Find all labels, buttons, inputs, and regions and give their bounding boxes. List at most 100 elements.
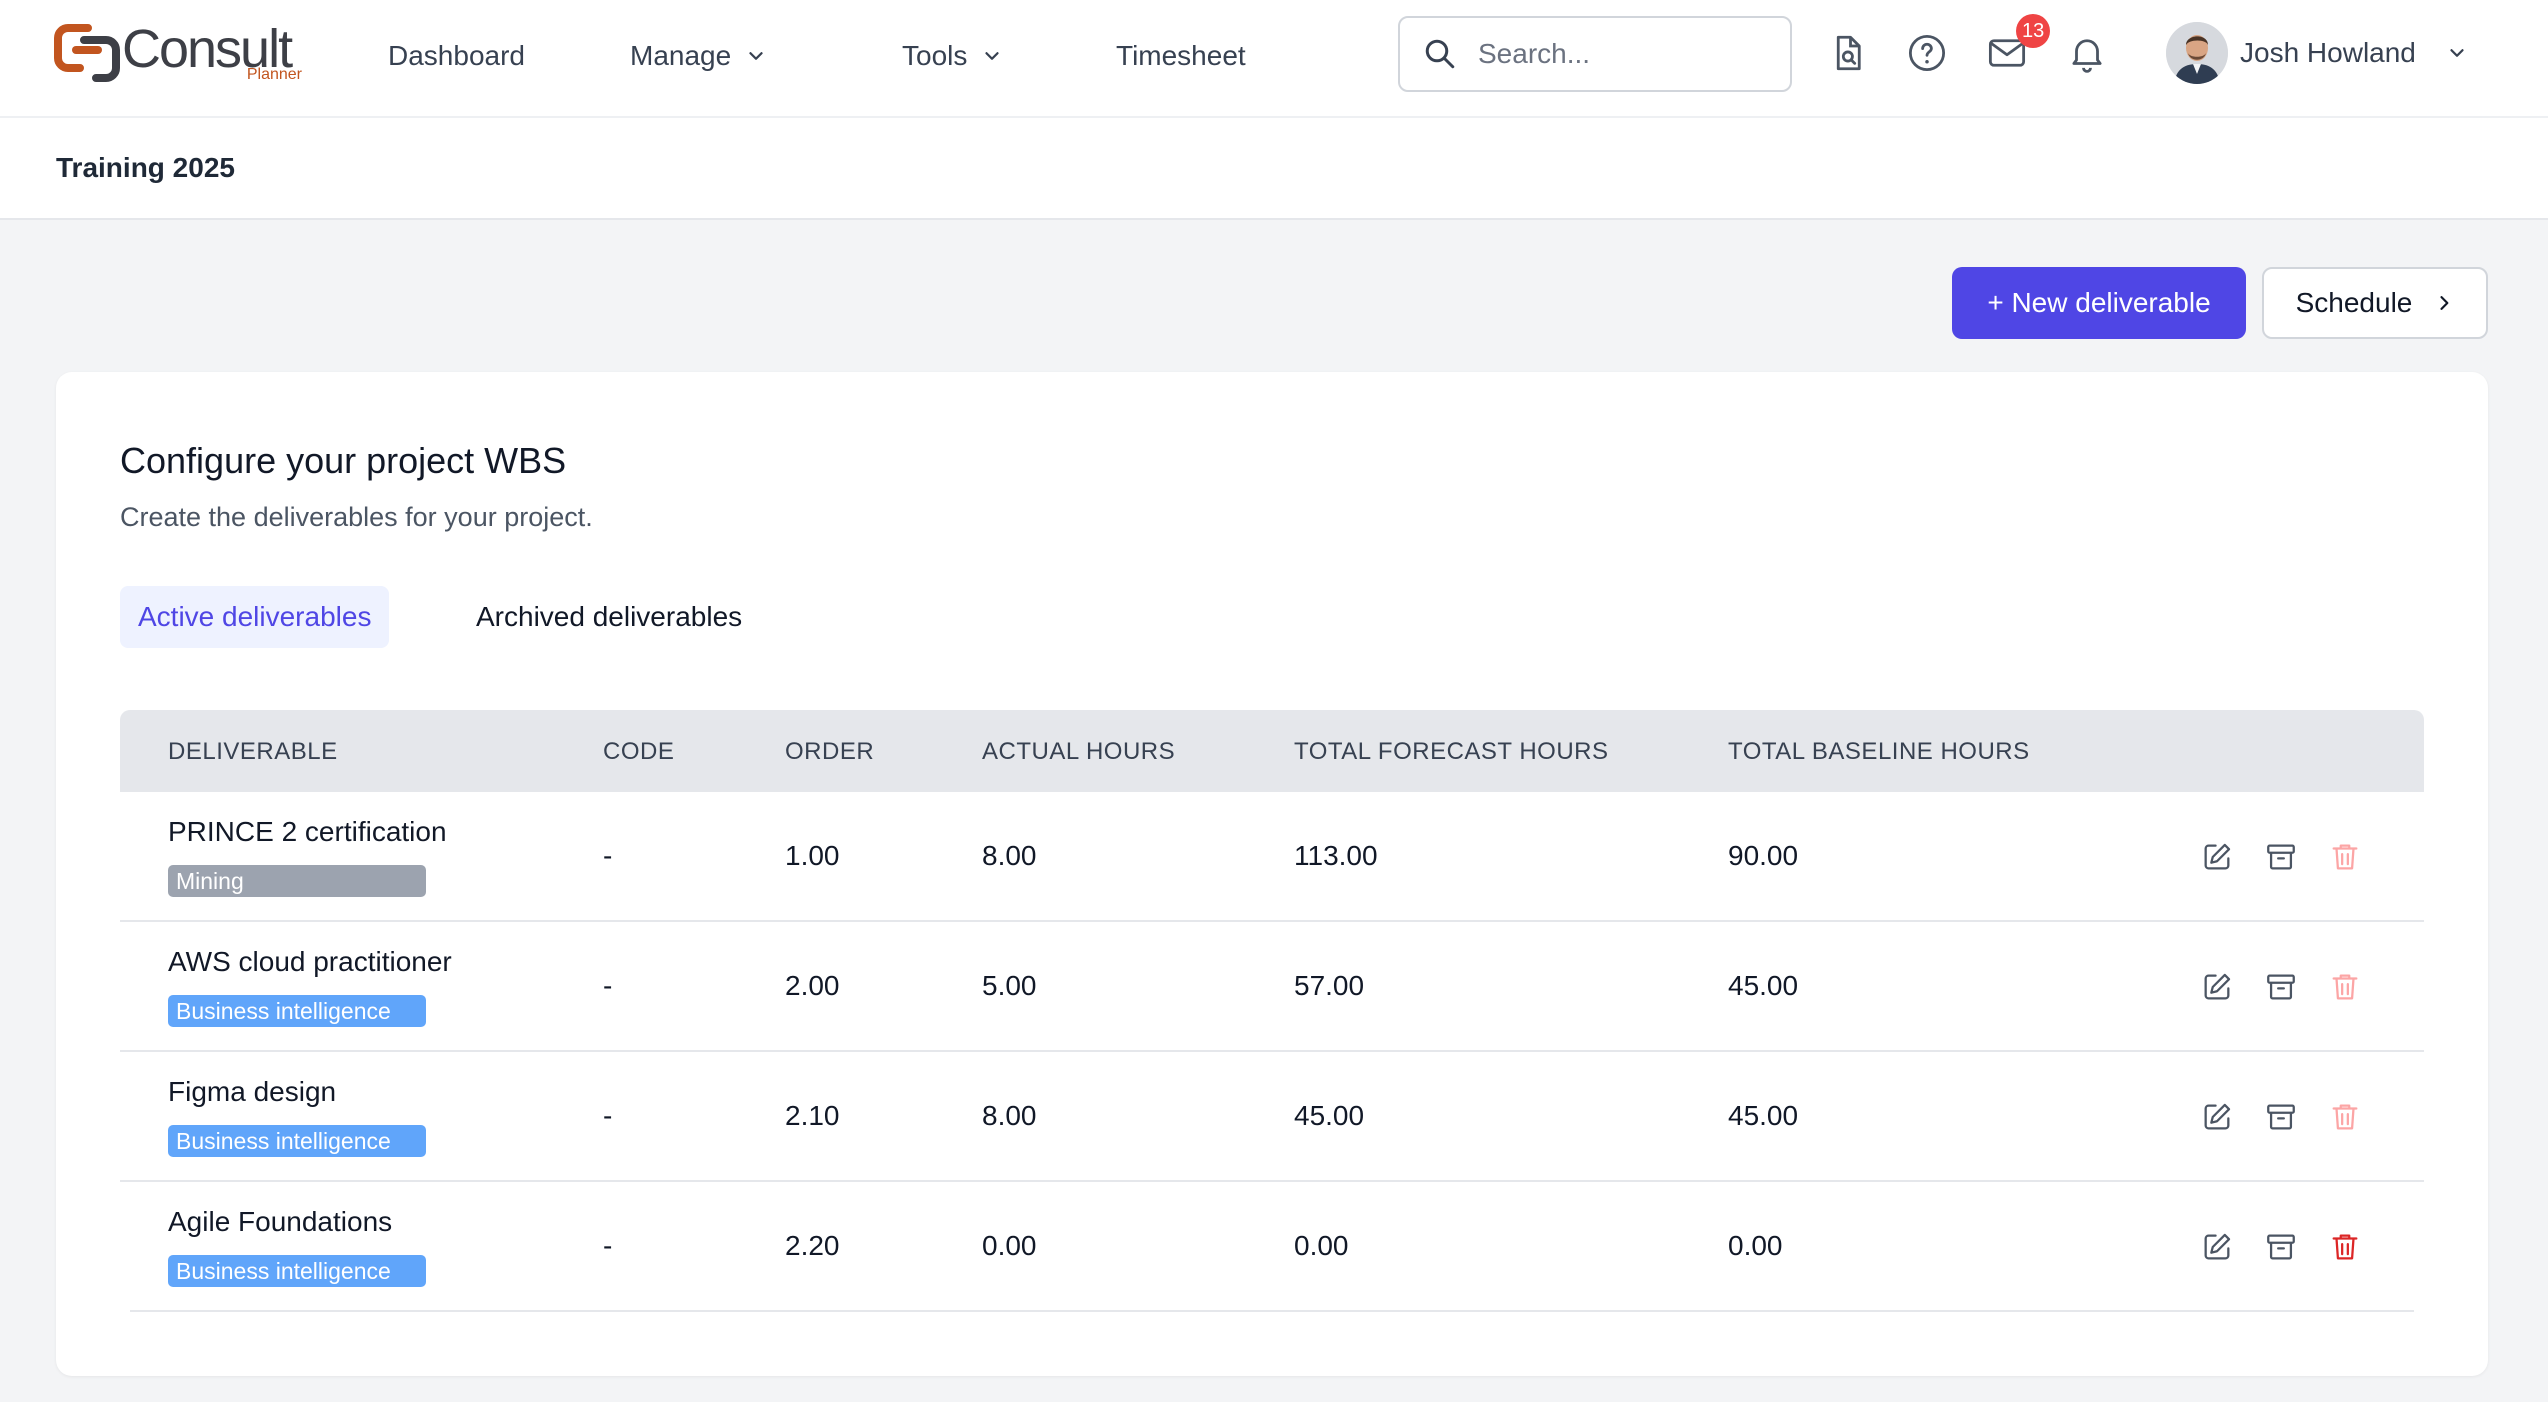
category-tag: Mining [168,865,426,897]
archive-button[interactable] [2262,838,2300,876]
archive-icon [2267,974,2295,1000]
delete-button[interactable] [2326,968,2364,1006]
user-menu[interactable]: Josh Howland [2166,22,2468,84]
nav-dashboard-label: Dashboard [388,40,525,71]
chevron-down-icon [985,52,1000,60]
archive-button[interactable] [2262,968,2300,1006]
edit-button[interactable] [2198,838,2236,876]
edit-icon [2204,1233,2231,1260]
search-box [1398,16,1792,92]
trash-icon [2332,844,2358,870]
trash-icon [2332,1104,2358,1130]
baseline-hours: 45.00 [1728,970,1799,1001]
category-tag: Business intelligence [168,1125,426,1157]
deliverable-code: - [603,1100,613,1131]
actual-hours: 8.00 [982,1100,1037,1131]
document-search-button[interactable] [1824,30,1870,76]
logo-subtitle: Planner [246,66,302,83]
column-header-baseline-hours: TOTAL BASELINE HOURS [1728,738,2030,765]
tab-active-deliverables[interactable]: Active deliverables [120,586,390,648]
archive-icon [2267,1234,2295,1260]
edit-icon [2204,973,2231,1000]
logo-wordmark: Consult [122,19,293,79]
tab-archived-deliverables[interactable]: Archived deliverables [476,601,743,632]
help-button[interactable] [1904,30,1950,76]
project-header: Training 2025 [0,118,2548,220]
trash-icon [2332,974,2358,1000]
nav-dashboard[interactable]: Dashboard [388,40,525,72]
edit-button[interactable] [2198,968,2236,1006]
archive-icon [2267,844,2295,870]
schedule-button[interactable]: Schedule [2262,267,2488,339]
edit-icon [2204,1103,2231,1130]
consult-planner-logo[interactable]: Consult Planner [54,19,302,86]
nav-manage-label: Manage [630,40,732,71]
actual-hours: 8.00 [982,840,1037,871]
column-header-deliverable: DELIVERABLE [168,738,338,765]
project-title: Training 2025 [56,152,235,183]
delete-button[interactable] [2326,1228,2364,1266]
archive-button[interactable] [2262,1098,2300,1136]
trash-icon [2332,1234,2358,1260]
mail-icon [1988,39,2026,67]
top-navbar: Consult Planner Dashboard Manage Tools T… [0,0,2548,118]
mail-button[interactable] [1984,30,2030,76]
user-name: Josh Howland [2240,37,2416,68]
category-tag: Business intelligence [168,995,426,1027]
deliverable-name: Agile Foundations [168,1206,393,1237]
nav-manage[interactable]: Manage [630,40,767,72]
card-subtitle: Create the deliverables for your project… [120,502,593,532]
forecast-hours: 45.00 [1294,1100,1365,1131]
deliverable-order: 1.00 [785,840,840,871]
nav-tools[interactable]: Tools [902,40,1003,72]
chevron-down-icon [749,52,763,60]
edit-button[interactable] [2198,1098,2236,1136]
baseline-hours: 0.00 [1728,1230,1783,1261]
deliverable-code: - [603,970,613,1001]
new-deliverable-button[interactable]: + New deliverable [1952,267,2246,339]
document-search-icon [1836,35,1861,71]
nav-timesheet-label: Timesheet [1116,40,1246,71]
forecast-hours: 113.00 [1294,840,1378,871]
archive-icon [2267,1104,2295,1130]
search-icon [1425,39,1455,69]
deliverable-order: 2.10 [785,1100,840,1131]
column-header-actual-hours: ACTUAL HOURS [982,738,1176,765]
mail-count-badge: 13 [2016,14,2051,48]
bell-icon [2072,39,2102,73]
table-header: DELIVERABLE CODE ORDER ACTUAL HOURS TOTA… [120,710,2424,792]
deliverable-order: 2.20 [785,1230,840,1261]
edit-button[interactable] [2198,1228,2236,1266]
deliverable-name: AWS cloud practitioner [168,946,452,977]
category-tag: Business intelligence [168,1255,426,1287]
actual-hours: 5.00 [982,970,1037,1001]
chevron-down-icon [2450,49,2464,57]
deliverable-code: - [603,840,613,871]
search-input[interactable] [1478,38,1778,70]
deliverable-code: - [603,1230,613,1261]
table-row: Agile Foundations Business intelligence … [130,1182,2414,1312]
table-row: PRINCE 2 certification Mining - 1.00 8.0… [120,792,2424,922]
forecast-hours: 57.00 [1294,970,1365,1001]
notifications-button[interactable] [2064,30,2110,76]
deliverable-name: PRINCE 2 certification [168,816,447,847]
column-header-order: ORDER [785,738,875,765]
baseline-hours: 45.00 [1728,1100,1799,1131]
chevron-right-icon [2440,296,2449,310]
forecast-hours: 0.00 [1294,1230,1349,1261]
deliverable-name: Figma design [168,1076,337,1107]
card-title: Configure your project WBS [120,440,567,481]
delete-button[interactable] [2326,1098,2364,1136]
archive-button[interactable] [2262,1228,2300,1266]
column-header-code: CODE [603,738,675,765]
logo-mark-icon [54,24,120,82]
nav-tools-label: Tools [902,40,968,71]
table-row: Figma design Business intelligence - 2.1… [120,1052,2424,1182]
nav-timesheet[interactable]: Timesheet [1116,40,1246,72]
edit-icon [2204,843,2231,870]
avatar-image [2166,22,2228,84]
delete-button[interactable] [2326,838,2364,876]
help-icon [1908,34,1946,72]
actual-hours: 0.00 [982,1230,1037,1261]
baseline-hours: 90.00 [1728,840,1799,871]
